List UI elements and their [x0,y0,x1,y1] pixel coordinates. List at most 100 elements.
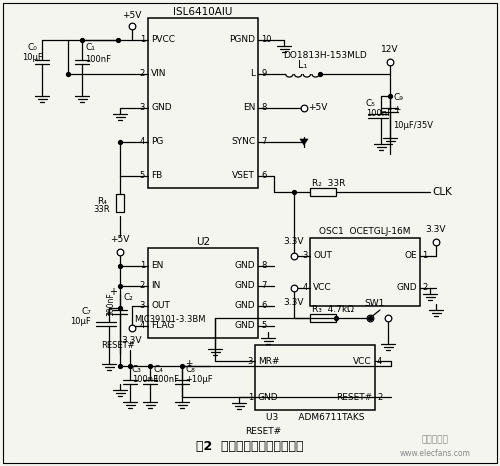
Text: RESET#: RESET# [336,392,372,402]
Text: U2: U2 [196,237,210,247]
Text: DO1813H-153MLD: DO1813H-153MLD [283,52,367,61]
Text: R₂  33R: R₂ 33R [312,178,346,187]
Bar [310,238,420,306]
Text: 1: 1 [248,392,253,402]
Text: EN: EN [151,261,164,270]
Text: 1: 1 [422,252,427,260]
Text: RESET#: RESET# [101,342,135,350]
Bar [116,194,124,212]
Text: +: + [109,287,117,297]
Text: 10µF: 10µF [70,317,91,327]
Text: +: + [393,105,400,115]
Text: L: L [250,69,255,78]
Bar [310,314,336,322]
Text: C₇: C₇ [81,308,91,316]
Text: C₀: C₀ [27,43,37,53]
Text: C₈: C₈ [185,365,195,375]
Text: 4: 4 [303,283,308,293]
Text: 12V: 12V [382,45,399,54]
Text: 电子发烧友: 电子发烧友 [422,436,448,445]
Text: 10: 10 [261,35,272,44]
Text: C₃: C₃ [132,365,142,375]
Text: 7: 7 [261,137,266,146]
Text: GND: GND [396,283,417,293]
Text: 100nF: 100nF [366,110,392,118]
Text: CLK: CLK [432,187,452,197]
Text: www.elecfans.com: www.elecfans.com [400,448,470,458]
Text: 3.3V: 3.3V [122,336,142,345]
Text: GND: GND [234,281,255,290]
Text: 2: 2 [377,392,382,402]
Text: 3.3V: 3.3V [426,225,446,234]
Text: IN: IN [151,281,160,290]
Text: C₁: C₁ [85,43,95,53]
Polygon shape [300,139,308,145]
Text: 100nF: 100nF [85,55,111,64]
Text: GND: GND [258,392,278,402]
Text: 4: 4 [140,322,145,330]
Text: L₁: L₁ [298,60,307,70]
Text: 3: 3 [248,356,253,365]
Text: 100nF: 100nF [153,376,179,384]
Text: MR#: MR# [258,356,280,365]
Bar [255,345,375,410]
Text: C₂: C₂ [123,294,133,302]
Text: R₃  4.7kΩ: R₃ 4.7kΩ [312,304,354,314]
Text: 图2  电源、复位和时钟原理图: 图2 电源、复位和时钟原理图 [196,440,304,453]
Text: FB: FB [151,171,162,180]
Text: +10µF: +10µF [185,376,212,384]
Text: FLAG: FLAG [151,322,174,330]
Text: VCC: VCC [313,283,332,293]
Text: OE: OE [404,252,417,260]
Text: 4: 4 [140,137,145,146]
Text: 10µF/35V: 10µF/35V [393,122,433,130]
Text: 2: 2 [140,281,145,290]
Text: 3.3V: 3.3V [284,237,304,246]
Text: 100nF: 100nF [106,292,115,316]
Text: GND: GND [234,322,255,330]
Text: OSC1  OCETGLJ-16M: OSC1 OCETGLJ-16M [320,226,411,235]
Text: 5: 5 [261,322,266,330]
Bar [148,248,258,338]
Text: 7: 7 [261,281,266,290]
Text: U3       ADM6711TAKS: U3 ADM6711TAKS [266,413,364,423]
Text: 1: 1 [140,35,145,44]
Text: 6: 6 [261,171,266,180]
Text: 8: 8 [261,103,266,112]
Text: 5: 5 [140,171,145,180]
Text: 2: 2 [422,283,427,293]
Bar [148,18,258,188]
Text: +5V: +5V [110,235,130,244]
Text: PGND: PGND [229,35,255,44]
Text: ISL6410AIU: ISL6410AIU [174,7,233,17]
Text: SW1: SW1 [365,300,385,308]
Text: GND: GND [234,261,255,270]
Text: +5V: +5V [308,103,328,112]
Text: 2: 2 [140,69,145,78]
Text: OUT: OUT [313,252,332,260]
Text: 100nF: 100nF [132,376,158,384]
Text: R₄: R₄ [97,198,107,206]
Text: C₉: C₉ [393,94,403,103]
Text: RESET#: RESET# [245,427,281,437]
Text: PG: PG [151,137,164,146]
Text: +: + [104,309,112,318]
Text: MIC39101-3.3BM: MIC39101-3.3BM [134,315,206,324]
Text: C₄: C₄ [153,365,163,375]
Text: 9: 9 [261,69,266,78]
Text: GND: GND [234,302,255,310]
Text: 8: 8 [261,261,266,270]
Text: 4: 4 [377,356,382,365]
Text: 3: 3 [140,302,145,310]
Bar [310,188,336,196]
Text: GND: GND [151,103,172,112]
Text: PVCC: PVCC [151,35,175,44]
Text: EN: EN [242,103,255,112]
Text: +5V: +5V [122,11,142,20]
Text: C₅: C₅ [366,100,376,109]
Text: 3: 3 [140,103,145,112]
Text: VIN: VIN [151,69,166,78]
Text: 33R: 33R [94,206,110,214]
Text: 10µF: 10µF [22,54,42,62]
Text: VSET: VSET [232,171,255,180]
